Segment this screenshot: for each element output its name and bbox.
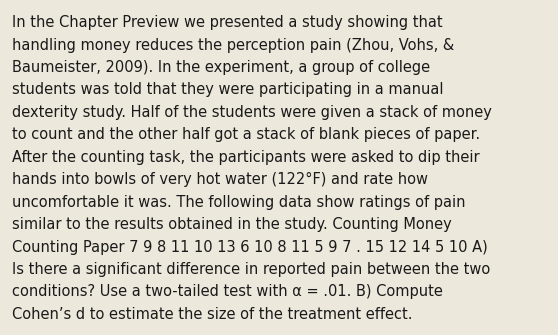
Text: handling money reduces the perception pain (Zhou, Vohs, &: handling money reduces the perception pa… [12, 38, 455, 53]
Text: similar to the results obtained in the study. Counting Money: similar to the results obtained in the s… [12, 217, 452, 232]
Text: hands into bowls of very hot water (122°F) and rate how: hands into bowls of very hot water (122°… [12, 172, 429, 187]
Text: In the Chapter Preview we presented a study showing that: In the Chapter Preview we presented a st… [12, 15, 443, 30]
Text: Is there a significant difference in reported pain between the two: Is there a significant difference in rep… [12, 262, 490, 277]
Text: uncomfortable it was. The following data show ratings of pain: uncomfortable it was. The following data… [12, 195, 466, 210]
Text: conditions? Use a two-tailed test with α = .01. B) Compute: conditions? Use a two-tailed test with α… [12, 284, 443, 299]
Text: Counting Paper 7 9 8 11 10 13 6 10 8 11 5 9 7 . 15 12 14 5 10 A): Counting Paper 7 9 8 11 10 13 6 10 8 11 … [12, 240, 488, 255]
Text: to count and the other half got a stack of blank pieces of paper.: to count and the other half got a stack … [12, 127, 480, 142]
Text: dexterity study. Half of the students were given a stack of money: dexterity study. Half of the students we… [12, 105, 492, 120]
Text: After the counting task, the participants were asked to dip their: After the counting task, the participant… [12, 150, 480, 165]
Text: students was told that they were participating in a manual: students was told that they were partici… [12, 82, 444, 97]
Text: Baumeister, 2009). In the experiment, a group of college: Baumeister, 2009). In the experiment, a … [12, 60, 430, 75]
Text: Cohen’s d to estimate the size of the treatment effect.: Cohen’s d to estimate the size of the tr… [12, 307, 413, 322]
